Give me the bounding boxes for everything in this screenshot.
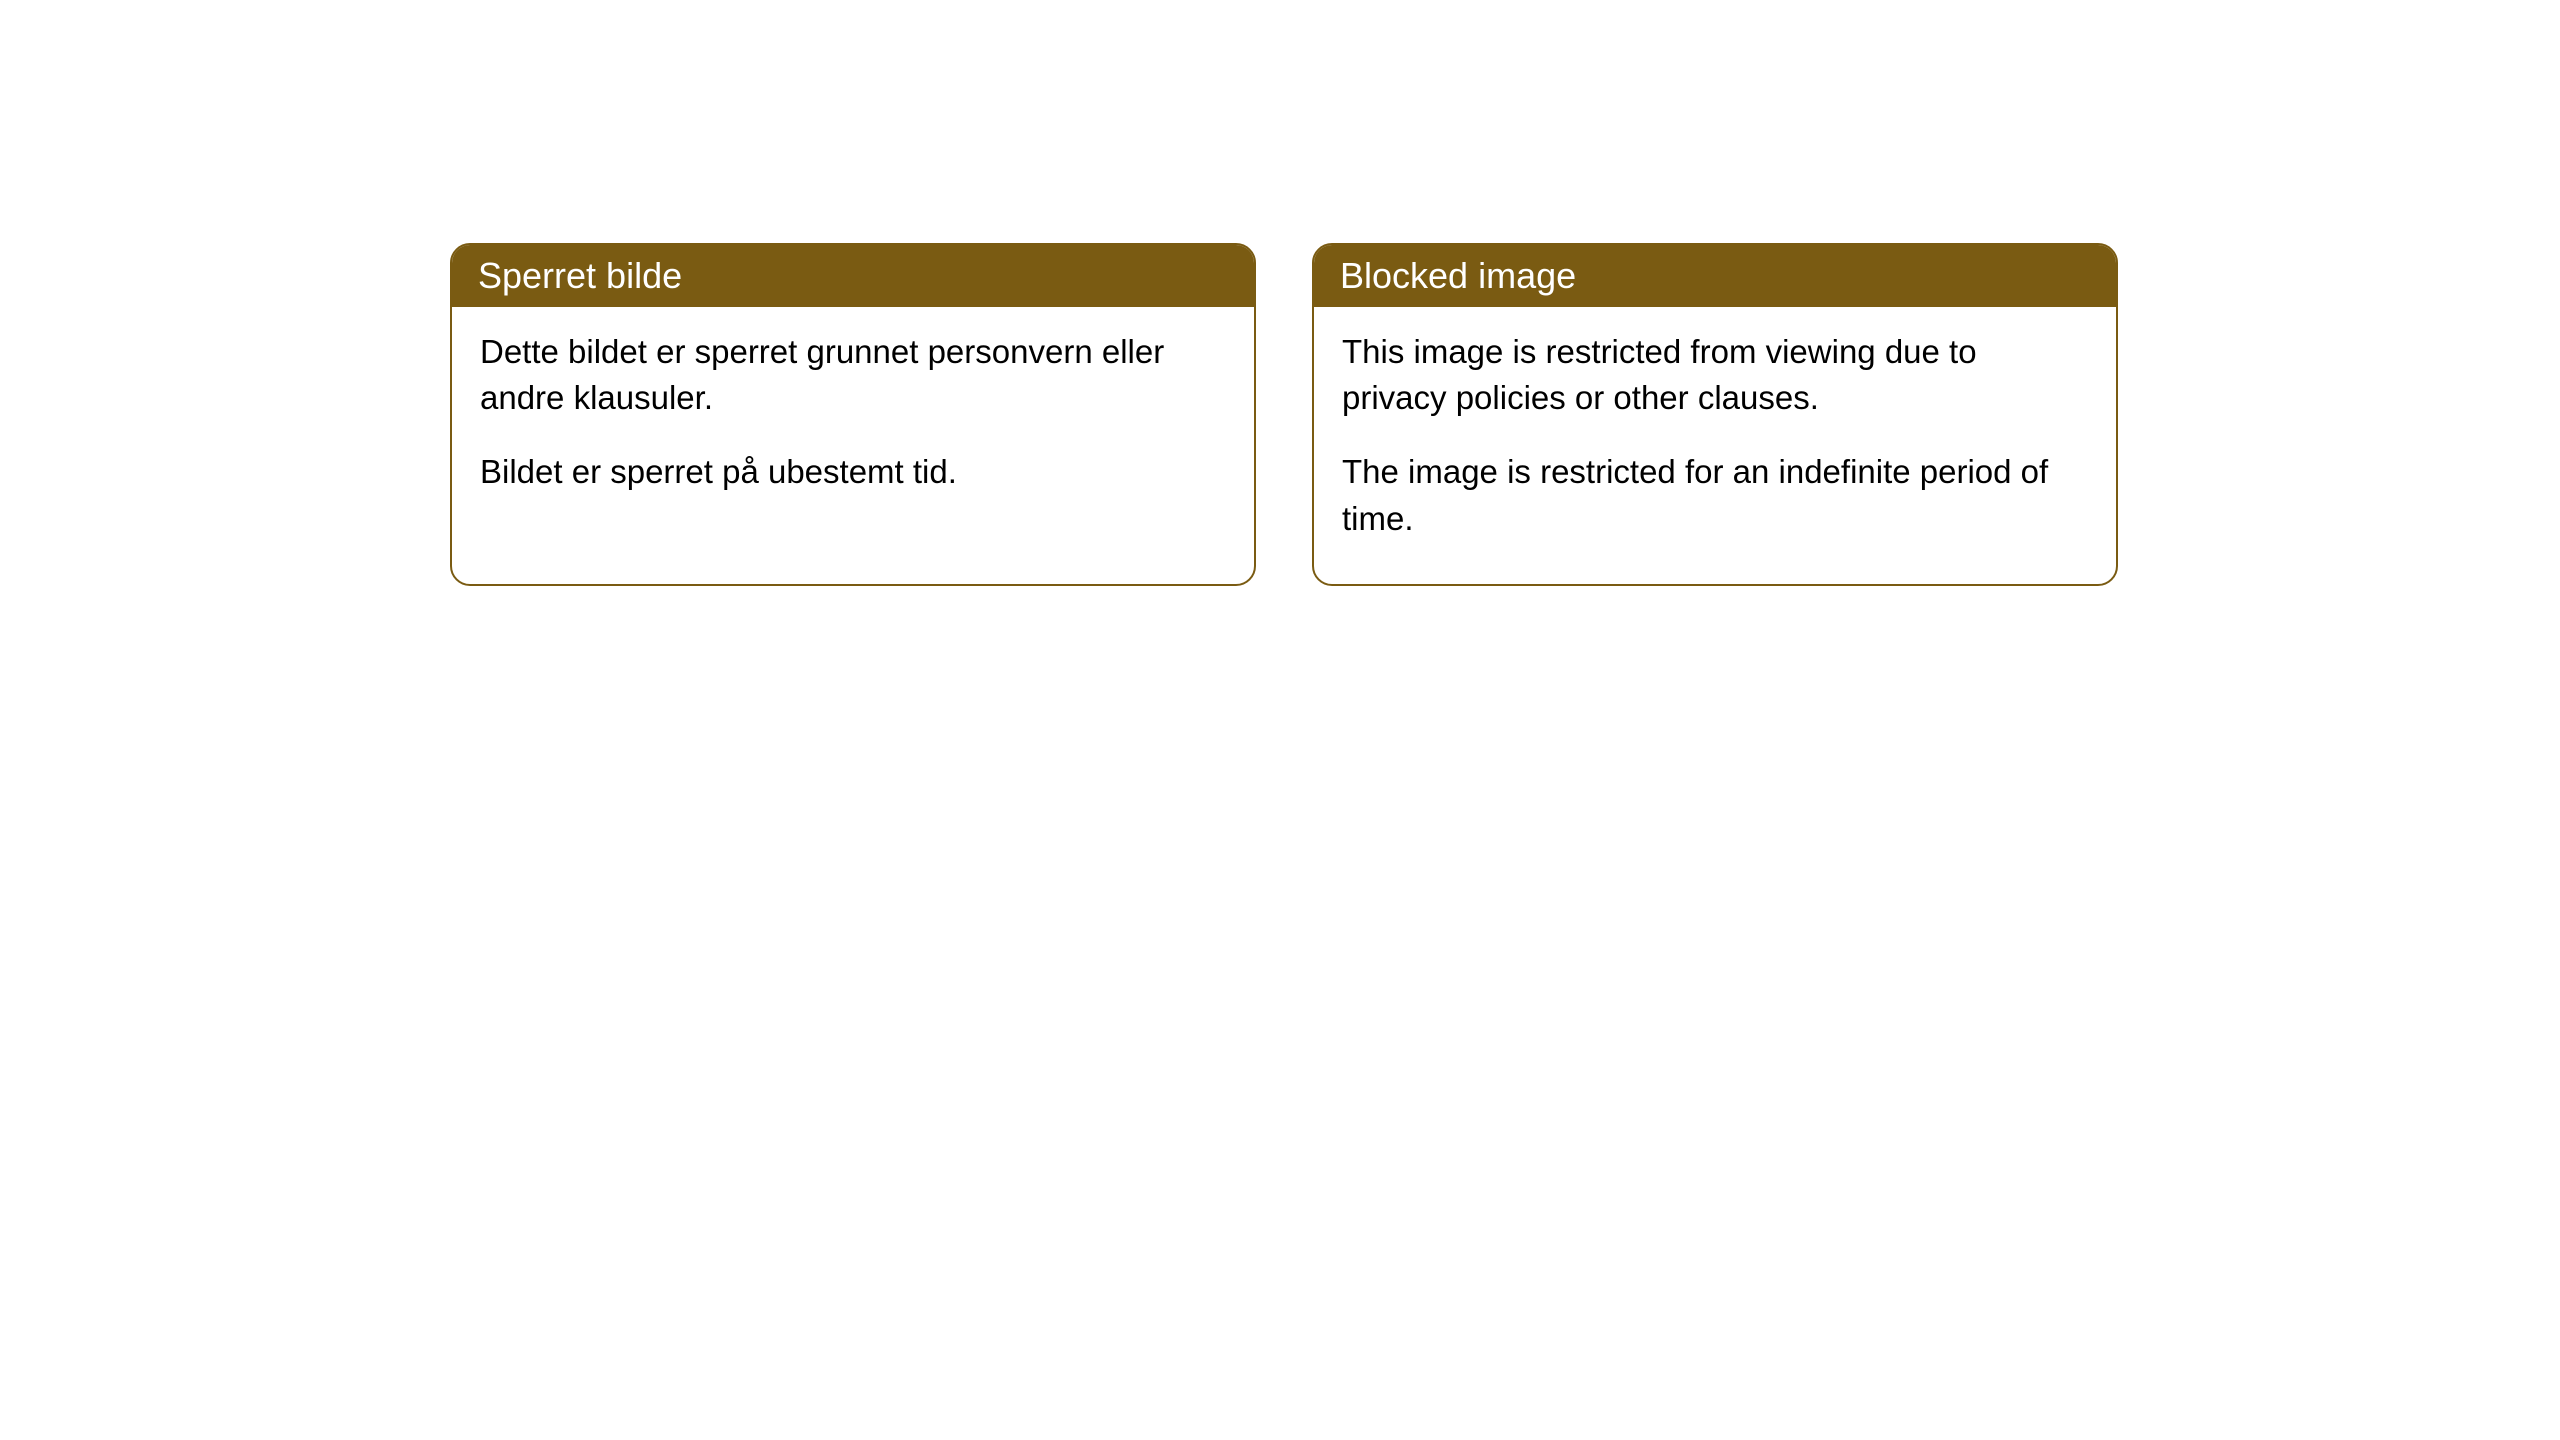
notice-paragraph: Bildet er sperret på ubestemt tid. [480,449,1226,495]
notice-header: Blocked image [1314,245,2116,307]
notice-paragraph: Dette bildet er sperret grunnet personve… [480,329,1226,421]
notice-paragraph: This image is restricted from viewing du… [1342,329,2088,421]
notice-card-english: Blocked image This image is restricted f… [1312,243,2118,586]
notice-card-norwegian: Sperret bilde Dette bildet er sperret gr… [450,243,1256,586]
notice-title: Sperret bilde [478,255,682,296]
notice-body: Dette bildet er sperret grunnet personve… [452,307,1254,538]
notice-header: Sperret bilde [452,245,1254,307]
notice-container: Sperret bilde Dette bildet er sperret gr… [450,243,2118,586]
notice-body: This image is restricted from viewing du… [1314,307,2116,584]
notice-paragraph: The image is restricted for an indefinit… [1342,449,2088,541]
notice-title: Blocked image [1340,255,1576,296]
